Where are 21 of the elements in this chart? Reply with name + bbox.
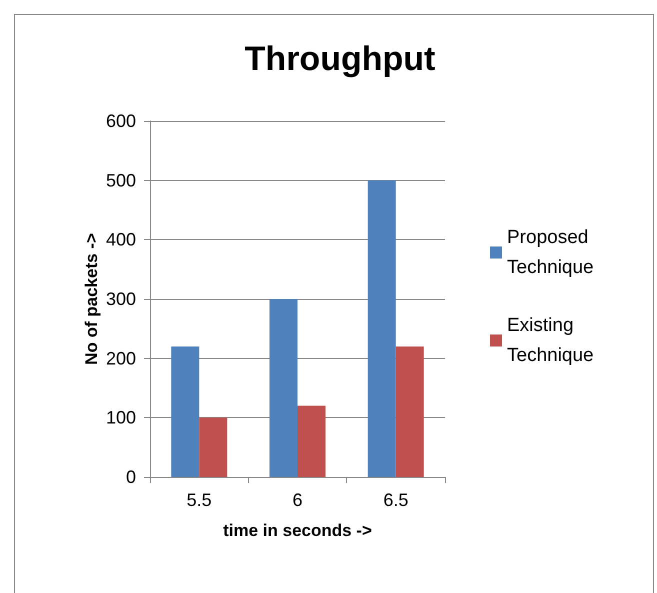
- y-tick-label: 0: [126, 467, 136, 487]
- bar: [396, 346, 424, 477]
- x-tick-label: 5.5: [186, 490, 212, 510]
- x-axis-title: time in seconds ->: [223, 521, 372, 540]
- bar: [298, 406, 326, 477]
- x-tick-label: 6.5: [383, 490, 408, 510]
- bar: [171, 346, 200, 477]
- y-tick-label: 300: [106, 289, 136, 309]
- legend-label: Proposed Technique: [507, 227, 594, 278]
- chart-title: Throughput: [244, 40, 436, 78]
- y-tick-label: 400: [106, 230, 136, 250]
- bar: [199, 418, 228, 477]
- bar: [368, 180, 396, 477]
- y-tick-label: 500: [106, 170, 136, 190]
- legend-label: Existing Technique: [507, 315, 594, 366]
- y-axis-title: No of packets ->: [82, 233, 101, 365]
- x-tick-label: 6: [292, 490, 303, 510]
- y-tick-label: 200: [106, 348, 136, 368]
- y-tick-label: 600: [106, 111, 136, 131]
- y-tick-label: 100: [106, 408, 136, 428]
- bar: [270, 299, 298, 477]
